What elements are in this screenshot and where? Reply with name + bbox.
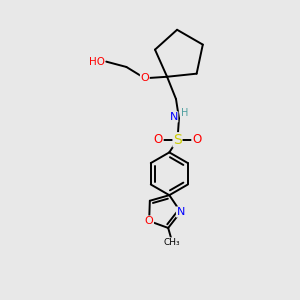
Text: N: N [176,207,185,217]
Text: O: O [140,73,149,83]
Text: S: S [173,133,182,147]
Text: O: O [145,216,154,226]
Text: O: O [192,133,201,146]
Text: O: O [154,133,163,146]
Text: H: H [181,108,189,118]
Text: HO: HO [89,57,105,67]
Text: CH₃: CH₃ [164,238,180,247]
Text: N: N [169,112,178,122]
